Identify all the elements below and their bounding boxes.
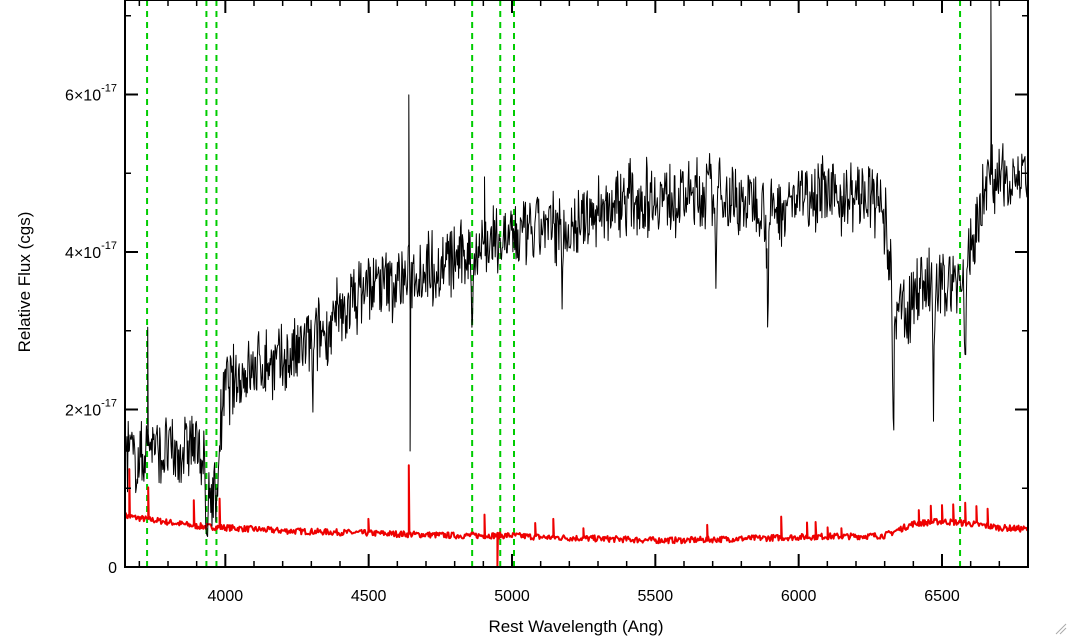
x-axis-title: Rest Wavelength (Ang) (488, 617, 663, 636)
x-tick-label: 4000 (208, 588, 244, 605)
x-tick-label: 5500 (638, 588, 674, 605)
y-tick-exponent: -17 (101, 398, 117, 410)
y-tick-exponent: -17 (101, 83, 117, 95)
series-spectrum-line (124, 0, 1028, 537)
x-tick-label: 6000 (781, 588, 817, 605)
x-tick-label: 4500 (351, 588, 387, 605)
x-axis: 4000 4500 5000 5500 6000 6500 (138, 0, 1029, 605)
x-tick-label: 5000 (494, 588, 530, 605)
x-tick-label: 6500 (924, 588, 960, 605)
plot-frame (124, 0, 1029, 568)
resize-grip-icon[interactable] (1055, 623, 1067, 635)
series-layer (124, 0, 1029, 567)
series-red-line (124, 464, 1029, 567)
y-tick-label: 0 (108, 560, 117, 577)
y-tick-exponent: -17 (101, 240, 117, 252)
y-axis-title: Relative Flux (cgs) (15, 212, 34, 353)
